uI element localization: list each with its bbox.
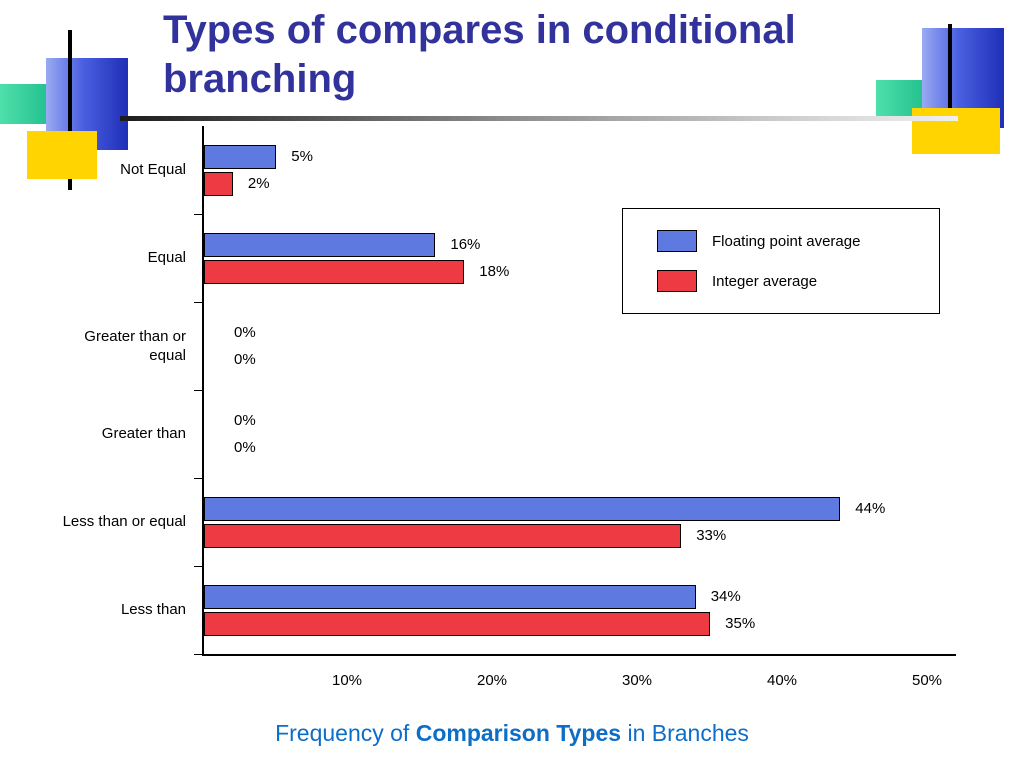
x-tick-label: 10% — [331, 672, 363, 689]
bar-integer — [204, 611, 711, 636]
x-axis: 10% 20% 30% 40% 50% — [202, 656, 956, 701]
legend: Floating point average Integer average — [622, 208, 940, 314]
value-label: 18% — [479, 263, 510, 280]
value-label: 0% — [234, 324, 256, 341]
caption-prefix: Frequency of — [275, 720, 416, 746]
legend-item-floating-point: Floating point average — [657, 230, 939, 252]
legend-label: Integer average — [712, 272, 818, 290]
category-label: Less than — [120, 601, 186, 619]
bar-integer — [204, 171, 233, 196]
chart-row: 34% 35% — [194, 566, 956, 655]
category-label: Less than or equal — [62, 513, 186, 531]
value-label: 0% — [234, 439, 256, 456]
plot-wrap: 5% 2% 16% 18% 0% 0% 0% 0% 44% 33% 34% 35% 10% 20% 30%… — [194, 126, 956, 701]
chart-caption: Frequency of Comparison Types in Branche… — [0, 720, 1024, 747]
value-label: 16% — [450, 236, 481, 253]
bar-floating-point — [204, 496, 841, 521]
chart-row: 44% 33% — [194, 478, 956, 567]
bar-integer — [204, 523, 682, 548]
bar-floating-point — [204, 144, 277, 169]
legend-item-integer: Integer average — [657, 270, 939, 292]
decoration-yellow-rect-left — [27, 131, 97, 179]
bar-floating-point — [204, 232, 436, 257]
category-label: Greater than or equal — [84, 327, 186, 365]
value-label: 0% — [234, 412, 256, 429]
bar-floating-point — [204, 584, 696, 609]
chart-row: 16% 18% — [194, 214, 956, 303]
chart-row: 0% 0% — [194, 302, 956, 391]
value-label: 44% — [855, 500, 886, 517]
slide-title: Types of compares in conditional branchi… — [163, 8, 796, 101]
value-label: 0% — [234, 351, 256, 368]
chart-row: 5% 2% — [194, 126, 956, 215]
x-tick-label: 30% — [621, 672, 653, 689]
value-label: 34% — [710, 588, 741, 605]
caption-bold: Comparison Types — [415, 720, 622, 746]
plot-area: 5% 2% 16% 18% 0% 0% 0% 0% 44% 33% 34% 35% — [194, 126, 956, 656]
x-tick-label: 50% — [911, 672, 943, 689]
value-label: 5% — [291, 148, 313, 165]
caption-suffix: in Branches — [621, 720, 749, 746]
decoration-yellow-rect-right — [912, 108, 1000, 154]
legend-swatch-red — [657, 270, 697, 292]
x-tick-label: 40% — [766, 672, 798, 689]
value-label: 35% — [725, 615, 756, 632]
x-tick-label: 20% — [476, 672, 508, 689]
legend-swatch-blue — [657, 230, 697, 252]
chart-row: 0% 0% — [194, 390, 956, 479]
category-label: Greater than — [101, 425, 186, 443]
value-label: 33% — [696, 527, 727, 544]
value-label: 2% — [247, 175, 270, 192]
title-underline — [120, 116, 958, 121]
legend-label: Floating point average — [712, 232, 861, 250]
category-axis: Not Equal Equal Greater than or equal Great… — [0, 126, 202, 701]
bar-chart: Not Equal Equal Greater than or equal Great… — [0, 126, 956, 701]
category-label: Not Equal — [120, 161, 186, 179]
decoration-line-right — [948, 24, 952, 152]
category-label: Equal — [147, 249, 186, 267]
decoration-line-left — [68, 30, 72, 190]
bar-integer — [204, 259, 465, 284]
